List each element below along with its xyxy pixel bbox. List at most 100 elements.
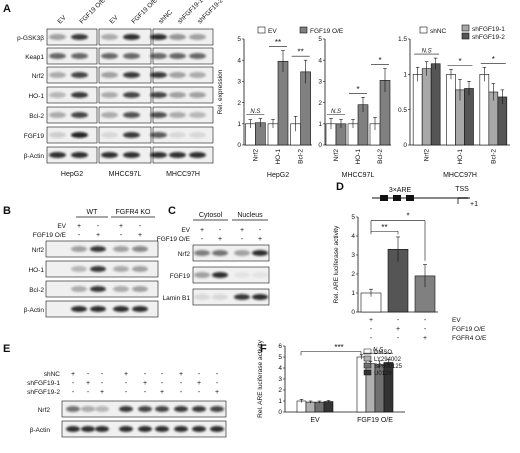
blot-band bbox=[113, 306, 129, 312]
y-tick-label: 2 bbox=[237, 100, 241, 107]
x-axis-label: HepG2 bbox=[267, 172, 289, 179]
y-tick-label: 1 bbox=[351, 290, 355, 297]
y-tick-label: 4 bbox=[237, 57, 241, 64]
y-tick-label: 0 bbox=[351, 309, 355, 316]
blot-band bbox=[189, 34, 206, 40]
blot-row-label: Nrf2 bbox=[32, 73, 45, 80]
y-tick-label: 5 bbox=[278, 354, 282, 361]
legend-label: U0126 bbox=[374, 371, 392, 377]
blot-band bbox=[150, 92, 167, 98]
blot-band bbox=[123, 34, 140, 40]
y-tick-label: 0 bbox=[278, 409, 282, 416]
condition-mark: - bbox=[101, 371, 104, 378]
blot-band bbox=[189, 132, 206, 138]
blot-band bbox=[174, 406, 188, 412]
blot-row-label: Keap1 bbox=[25, 54, 44, 61]
bar bbox=[305, 401, 316, 413]
condition-mark: - bbox=[87, 371, 90, 378]
condition-mark: - bbox=[97, 223, 100, 230]
condition-mark: + bbox=[160, 389, 164, 396]
condition-mark: - bbox=[198, 389, 201, 396]
blot-row-label: β-Actin bbox=[24, 153, 45, 160]
blot-band bbox=[252, 272, 268, 278]
blot-band bbox=[123, 112, 140, 118]
blot-row-label: FGF19 bbox=[170, 273, 191, 280]
legend-swatch bbox=[299, 26, 308, 34]
condition-mark: - bbox=[101, 380, 104, 387]
y-tick-label: 4 bbox=[318, 57, 322, 64]
are-element bbox=[380, 195, 388, 201]
blot-band bbox=[123, 132, 140, 138]
significance-label: *** bbox=[334, 343, 343, 352]
blot-band bbox=[90, 306, 106, 312]
y-tick-label: 3 bbox=[351, 252, 355, 259]
blot-band bbox=[71, 286, 87, 292]
condition-mark: - bbox=[219, 227, 222, 234]
blot-band bbox=[132, 266, 148, 272]
blot-group-header: Nucleus bbox=[237, 212, 263, 219]
blot-frame bbox=[192, 266, 270, 284]
blot-band bbox=[123, 72, 140, 78]
condition-mark: - bbox=[180, 380, 183, 387]
condition-mark: - bbox=[72, 380, 75, 387]
are-element bbox=[406, 195, 414, 201]
cell-line-label: MHCC97H bbox=[166, 171, 200, 178]
condition-mark: + bbox=[215, 389, 219, 396]
blot-band bbox=[81, 426, 95, 432]
condition-mark: - bbox=[161, 371, 164, 378]
blot-band bbox=[49, 53, 66, 59]
condition-label: FGFR4 O/E bbox=[452, 335, 487, 342]
condition-mark: + bbox=[200, 227, 204, 234]
legend-swatch bbox=[461, 32, 470, 40]
blot-band bbox=[71, 132, 88, 138]
y-tick-label: 0 bbox=[318, 142, 322, 149]
legend-swatch bbox=[363, 348, 372, 355]
blot-lane-label: EV bbox=[56, 14, 68, 26]
blot-band bbox=[155, 406, 169, 412]
y-tick-label: 1 bbox=[237, 121, 241, 128]
blot-lane-label: EV bbox=[108, 14, 120, 26]
blot-band bbox=[169, 112, 186, 118]
blot-band bbox=[113, 266, 129, 272]
blot-band bbox=[71, 306, 87, 312]
bar bbox=[277, 60, 289, 146]
condition-mark: - bbox=[216, 380, 219, 387]
blot-band bbox=[123, 92, 140, 98]
blot-lane-label: shNC bbox=[157, 9, 174, 26]
blot-band bbox=[189, 53, 206, 59]
legend-label: SP600125 bbox=[374, 364, 403, 370]
condition-mark: + bbox=[86, 380, 90, 387]
condition-label: FGF19 O/E bbox=[33, 232, 67, 239]
condition-mark: + bbox=[77, 223, 81, 230]
construct-label: +1 bbox=[470, 201, 478, 208]
bar bbox=[323, 401, 334, 413]
blot-band bbox=[95, 406, 109, 412]
blot-band bbox=[210, 426, 224, 432]
blot-band bbox=[113, 246, 129, 252]
y-tick-label: 0.5 bbox=[398, 107, 407, 114]
condition-mark: - bbox=[370, 326, 373, 333]
blot-band bbox=[71, 112, 88, 118]
y-tick-label: 0 bbox=[403, 142, 407, 149]
legend-swatch bbox=[363, 355, 372, 362]
y-tick-label: 1 bbox=[278, 398, 282, 405]
blot-band bbox=[123, 152, 140, 158]
condition-mark: + bbox=[100, 389, 104, 396]
x-tick-label: HO-1 bbox=[457, 149, 464, 165]
condition-label: shFGF19-1 bbox=[27, 380, 60, 387]
legend-swatch bbox=[461, 24, 470, 32]
blot-band bbox=[101, 72, 118, 78]
blot-band bbox=[252, 250, 268, 256]
blot-frame bbox=[192, 288, 270, 306]
significance-label: * bbox=[378, 56, 381, 65]
blot-band bbox=[169, 152, 186, 158]
legend-swatch bbox=[363, 362, 372, 369]
blot-band bbox=[101, 92, 118, 98]
x-tick-label: Nrf2 bbox=[252, 149, 259, 162]
condition-mark: - bbox=[198, 371, 201, 378]
bar bbox=[446, 74, 456, 146]
blot-band bbox=[71, 34, 88, 40]
blot-band bbox=[95, 426, 109, 432]
construct-label: 3×ARE bbox=[389, 187, 412, 194]
condition-mark: - bbox=[370, 335, 373, 342]
